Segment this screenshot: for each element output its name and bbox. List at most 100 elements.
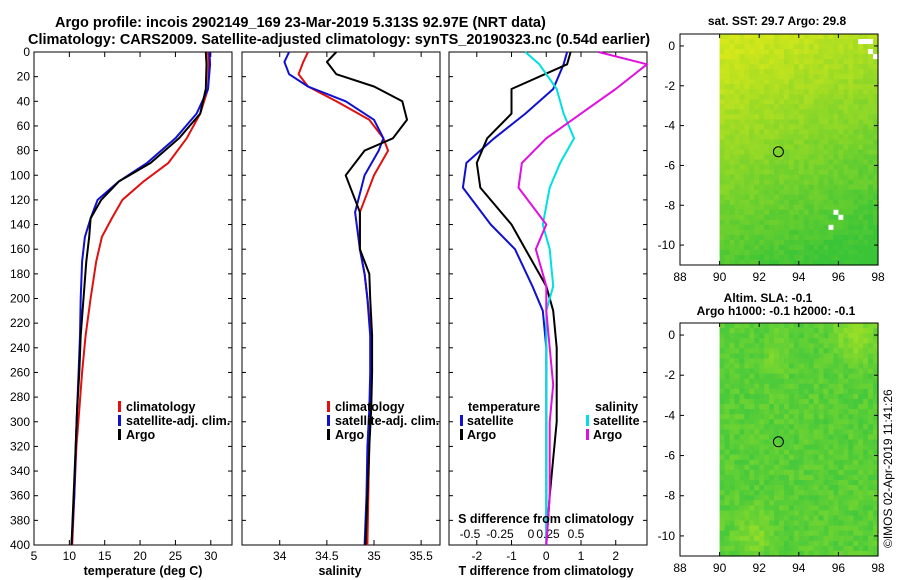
map-cell [749, 44, 755, 50]
map-cell [828, 174, 835, 181]
legend-climatology-swatch [327, 401, 330, 412]
map-cell [828, 343, 835, 349]
map-cell [749, 229, 755, 236]
map-cell [828, 49, 835, 55]
map-cell [868, 189, 874, 196]
map-cell [873, 469, 879, 476]
map-cell [764, 109, 770, 115]
map-cell [793, 409, 800, 415]
map-cell [798, 500, 805, 506]
map-cell [798, 333, 805, 339]
map-cell [813, 94, 820, 100]
map-cell [769, 239, 775, 246]
map-cell [779, 54, 785, 60]
map-cell [734, 94, 740, 100]
map-cell [724, 520, 731, 527]
map-cell [793, 535, 800, 542]
map-cell [793, 515, 800, 522]
map-cell [793, 474, 800, 481]
map-cell [808, 373, 815, 380]
map-cell [858, 44, 864, 50]
map-cell [808, 244, 815, 251]
map-y-tick-label: -4 [664, 119, 675, 133]
y-tick-label: 120 [10, 193, 30, 207]
map-cell [808, 505, 815, 512]
map-cell [749, 414, 755, 420]
map-cell [734, 469, 740, 476]
map-cell [833, 254, 839, 261]
map-cell [749, 69, 755, 75]
map-cell [828, 219, 835, 226]
map-cell [828, 124, 835, 131]
map-cell [739, 74, 745, 80]
map-cell [863, 149, 869, 156]
map-cell [779, 378, 785, 385]
map-cell [843, 419, 849, 425]
map-cell [858, 525, 864, 532]
map-cell [828, 545, 835, 552]
map-cell [808, 94, 815, 100]
map-cell [739, 34, 745, 40]
map-cell [803, 398, 810, 405]
map-cell [734, 164, 740, 171]
map-cell [853, 398, 859, 405]
map-cell [749, 363, 755, 370]
map-cell [863, 124, 869, 131]
map-cell [739, 54, 745, 60]
map-cell [744, 454, 750, 461]
map-cell [803, 99, 810, 105]
map-cell [818, 209, 825, 216]
map-cell [754, 89, 760, 95]
map-cell [843, 134, 849, 141]
map-cell [793, 393, 800, 400]
map-cell [833, 540, 839, 547]
map-cell [818, 419, 825, 425]
map-cell [724, 259, 731, 266]
y-tick-label: 300 [10, 415, 30, 429]
map-cell [848, 535, 854, 542]
map-cell [843, 383, 849, 390]
map-cell [858, 74, 864, 80]
map-cell [729, 459, 736, 466]
map-cell [734, 388, 740, 395]
map-cell [813, 439, 820, 446]
map-cell [774, 454, 780, 461]
map-cell [729, 510, 736, 517]
map-cell [798, 149, 805, 156]
map-cell [774, 525, 780, 532]
map-cell [759, 54, 765, 60]
map-cell [739, 343, 745, 349]
map-cell [858, 224, 864, 231]
map-cell [793, 64, 800, 70]
map-cell [798, 464, 805, 471]
map-cell [788, 525, 795, 532]
map-cell [788, 224, 795, 231]
map-cell [853, 184, 859, 191]
map-cell [813, 34, 820, 40]
map-cell [764, 378, 770, 385]
map-cell [759, 254, 765, 261]
map-cell [798, 444, 805, 451]
map-cell [858, 353, 864, 360]
map-cell [858, 134, 864, 141]
map-cell [843, 199, 849, 206]
map-cell [774, 104, 780, 110]
map-cell [823, 464, 830, 471]
map-cell [793, 398, 800, 405]
map-cell [868, 164, 874, 171]
map-cell [719, 104, 726, 110]
map-cell [769, 424, 775, 430]
map-cell [754, 500, 760, 506]
map-cell [803, 219, 810, 226]
map-cell [734, 409, 740, 415]
map-cell [724, 69, 731, 75]
map-cell [783, 229, 790, 236]
map-cell [754, 474, 760, 481]
map-cell [764, 144, 770, 151]
map-cell [769, 209, 775, 216]
map-cell [788, 234, 795, 241]
map-cell [724, 149, 731, 156]
map-cell [798, 144, 805, 151]
map-cell [729, 444, 736, 451]
map-cell [793, 69, 800, 75]
